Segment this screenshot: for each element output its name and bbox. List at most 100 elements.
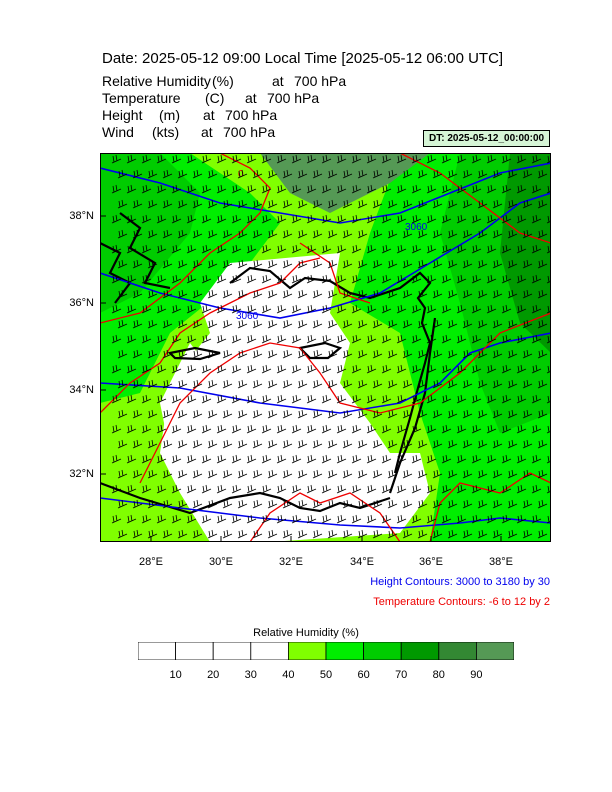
wind-barb xyxy=(471,424,482,434)
wind-barb xyxy=(441,364,452,374)
wind-barb xyxy=(492,259,503,269)
wind-barb xyxy=(156,244,167,254)
wind-barb xyxy=(462,499,473,509)
wind-barb xyxy=(336,154,347,164)
wind-barb xyxy=(267,529,278,539)
wind-barb xyxy=(231,334,242,344)
wind-barb xyxy=(387,469,398,479)
wind-barb xyxy=(156,424,167,434)
wind-barb xyxy=(321,274,332,284)
wind-barb xyxy=(276,214,287,224)
wind-barb xyxy=(207,319,218,329)
wind-barb xyxy=(402,319,413,329)
wind-barb xyxy=(342,439,353,449)
wind-barb xyxy=(441,214,452,224)
egypt-coast xyxy=(100,481,391,515)
wind-barb xyxy=(522,529,533,539)
wind-barb xyxy=(441,184,452,194)
wind-barb xyxy=(351,304,362,314)
colorbar-label: 30 xyxy=(244,669,257,681)
wind-barb xyxy=(486,484,497,494)
wind-barb xyxy=(207,409,218,419)
wind-barb xyxy=(132,469,143,479)
field-at: at xyxy=(203,107,215,123)
wind-barb xyxy=(162,259,173,269)
wind-barb xyxy=(537,259,548,269)
wind-barb xyxy=(147,169,158,179)
wind-barb xyxy=(252,409,263,419)
wind-barb xyxy=(432,199,443,209)
wind-barb xyxy=(192,199,203,209)
wind-barb xyxy=(357,199,368,209)
wind-barb xyxy=(546,335,551,344)
colorbar-swatch xyxy=(325,642,364,660)
wind-barb xyxy=(261,304,272,314)
wind-barb xyxy=(342,169,353,179)
wind-barb xyxy=(171,364,182,374)
wind-barb xyxy=(321,514,332,524)
wind-barb xyxy=(417,439,428,449)
wind-barb xyxy=(426,424,437,434)
wind-barb xyxy=(231,484,242,494)
wind-barb xyxy=(471,454,482,464)
wind-barb xyxy=(126,274,137,284)
wind-barb xyxy=(141,484,152,494)
wind-barb xyxy=(177,199,188,209)
wind-barb xyxy=(531,364,542,374)
temperature-contour xyxy=(399,153,551,244)
colorbar-swatch xyxy=(138,642,176,660)
wind-barb xyxy=(306,244,317,254)
wind-barb xyxy=(237,409,248,419)
wind-barb xyxy=(342,499,353,509)
wind-barb xyxy=(411,214,422,224)
wind-barb xyxy=(132,319,143,329)
wind-barb xyxy=(291,334,302,344)
wind-barb xyxy=(546,185,551,194)
wind-barb xyxy=(357,349,368,359)
wind-barb xyxy=(417,379,428,389)
wind-barb xyxy=(537,169,548,179)
wind-barb xyxy=(507,499,518,509)
wind-barb xyxy=(216,154,227,164)
wind-barb xyxy=(282,499,293,509)
wind-barb xyxy=(537,439,548,449)
wind-barb xyxy=(336,514,347,524)
wind-barb xyxy=(477,409,488,419)
dt-badge: DT: 2025-05-12_00:00:00 xyxy=(423,130,551,147)
wind-barb xyxy=(456,274,467,284)
wind-barb xyxy=(507,379,518,389)
wind-barb xyxy=(222,409,233,419)
wind-barb xyxy=(432,229,443,239)
wind-barb xyxy=(501,364,512,374)
wind-barb xyxy=(312,289,323,299)
wind-barb xyxy=(237,439,248,449)
wind-barb xyxy=(162,379,173,389)
wind-barb xyxy=(447,319,458,329)
field-row-height: Height (m) at 700 hPa xyxy=(102,107,346,124)
wind-barb xyxy=(426,514,437,524)
wind-barb xyxy=(117,499,128,509)
wind-barb xyxy=(537,289,548,299)
wind-barb xyxy=(372,499,383,509)
wind-barb xyxy=(522,169,533,179)
wind-barb xyxy=(282,319,293,329)
wind-barb xyxy=(477,319,488,329)
wind-barb xyxy=(372,529,383,539)
wind-barb xyxy=(366,484,377,494)
field-row-rh: Relative Humidity (%) at 700 hPa xyxy=(102,73,346,90)
wind-barb xyxy=(141,454,152,464)
wind-barb xyxy=(402,439,413,449)
wind-barb xyxy=(471,274,482,284)
wind-barb xyxy=(351,214,362,224)
wind-barb xyxy=(477,169,488,179)
wind-barb xyxy=(177,349,188,359)
wind-barb xyxy=(342,469,353,479)
wind-barb xyxy=(402,349,413,359)
wind-barb xyxy=(312,349,323,359)
wind-barb xyxy=(426,214,437,224)
wind-barb xyxy=(396,394,407,404)
wind-barb xyxy=(432,289,443,299)
wind-barb xyxy=(201,394,212,404)
wind-barb xyxy=(186,244,197,254)
wind-barb xyxy=(402,229,413,239)
